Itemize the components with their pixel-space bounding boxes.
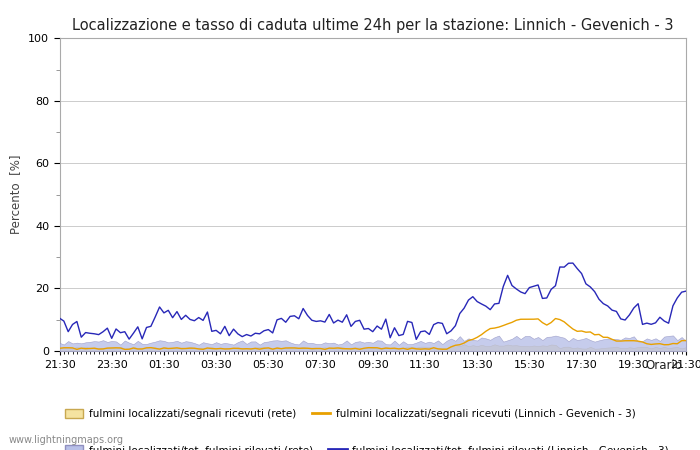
Text: www.lightningmaps.org: www.lightningmaps.org	[8, 435, 123, 445]
Title: Localizzazione e tasso di caduta ultime 24h per la stazione: Linnich - Gevenich : Localizzazione e tasso di caduta ultime …	[72, 18, 673, 33]
Legend: fulmini localizzati/tot. fulmini rilevati (rete), fulmini localizzati/tot. fulmi: fulmini localizzati/tot. fulmini rilevat…	[64, 446, 669, 450]
Text: Orario: Orario	[645, 359, 682, 372]
Y-axis label: Percento  [%]: Percento [%]	[10, 155, 22, 234]
